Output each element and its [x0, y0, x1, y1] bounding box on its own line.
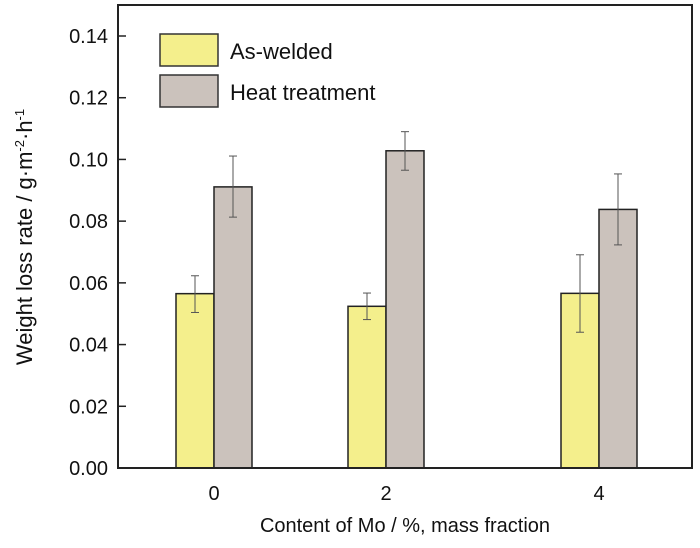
bar-heat-treatment — [385, 150, 425, 469]
bar-as-welded — [175, 292, 215, 469]
legend-label: As-welded — [230, 39, 333, 64]
y-tick-label: 0.10 — [69, 149, 108, 171]
y-tick-label: 0.14 — [69, 26, 108, 48]
bar-heat-treatment — [598, 208, 638, 469]
x-axis-label: Content of Mo / %, mass fraction — [260, 515, 550, 537]
bar-as-welded — [347, 305, 387, 469]
y-tick-label: 0.08 — [69, 211, 108, 233]
bar-heat-treatment — [213, 186, 253, 469]
y-tick-label: 0.00 — [69, 458, 108, 480]
plot-frame — [117, 4, 693, 469]
legend-swatch — [159, 33, 219, 67]
x-tick-label: 2 — [380, 483, 391, 505]
y-tick-label: 0.04 — [69, 335, 108, 357]
y-tick-label: 0.06 — [69, 273, 108, 295]
x-tick-label: 0 — [208, 483, 219, 505]
legend-label: Heat treatment — [230, 80, 376, 105]
y-axis-label: Weight loss rate / g·m-2·h-1 — [12, 109, 37, 365]
y-tick-label: 0.12 — [69, 88, 108, 110]
y-tick-label: 0.02 — [69, 396, 108, 418]
x-tick-label: 4 — [593, 483, 604, 505]
legend-swatch — [159, 74, 219, 108]
